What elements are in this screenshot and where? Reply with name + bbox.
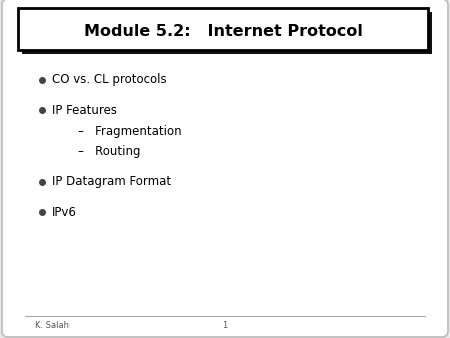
Text: –   Fragmentation: – Fragmentation <box>78 124 182 138</box>
Text: IP Features: IP Features <box>52 103 117 117</box>
Text: IPv6: IPv6 <box>52 206 77 218</box>
FancyBboxPatch shape <box>18 8 428 50</box>
Text: –   Routing: – Routing <box>78 145 140 159</box>
Text: IP Datagram Format: IP Datagram Format <box>52 175 171 189</box>
FancyBboxPatch shape <box>22 12 432 54</box>
Text: CO vs. CL protocols: CO vs. CL protocols <box>52 73 166 87</box>
Text: K. Salah: K. Salah <box>35 321 69 331</box>
Text: 1: 1 <box>222 321 228 331</box>
Text: Module 5.2:   Internet Protocol: Module 5.2: Internet Protocol <box>84 24 362 39</box>
